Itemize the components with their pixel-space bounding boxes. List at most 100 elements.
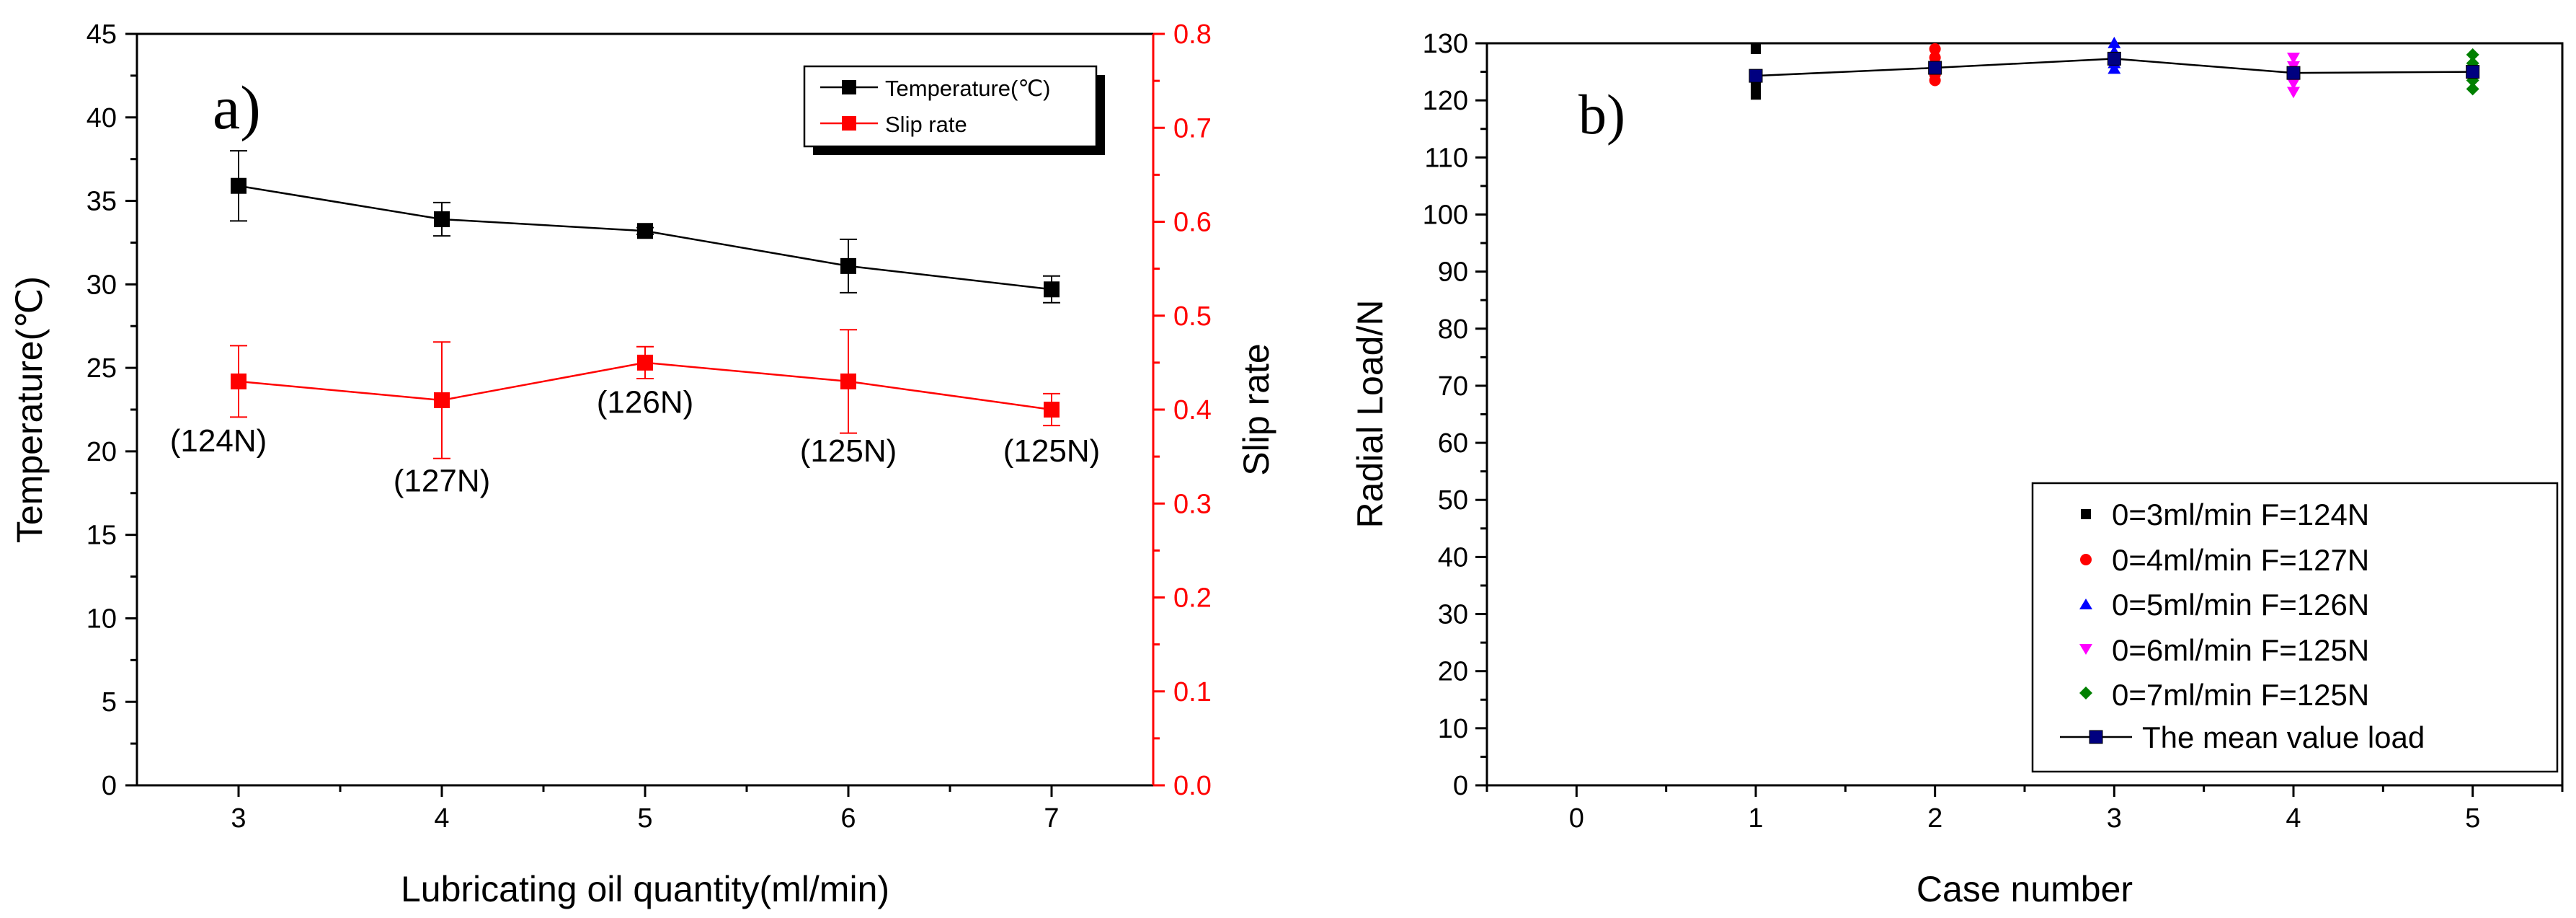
chart-b-y-tick-label: 60	[1438, 428, 1468, 459]
chart-b-legend-marker-case1	[2081, 509, 2091, 519]
chart-a-temp-point	[1044, 281, 1060, 298]
chart-a-y2-tick-label: 0.1	[1173, 677, 1212, 707]
chart-b-case4-point	[2287, 87, 2300, 99]
chart-b-case1-point	[1751, 43, 1761, 54]
chart-b-mean-point	[2286, 66, 2301, 80]
chart-b-x-tick-label: 4	[2286, 803, 2301, 834]
chart-b-legend-label-case2: 0=4ml/min F=127N	[2112, 543, 2369, 577]
chart-a-y2-tick-label: 0.6	[1173, 208, 1212, 238]
chart-a-y2-tick-label: 0.7	[1173, 113, 1212, 144]
chart-a-legend-box	[803, 65, 1098, 148]
chart-b-legend-marker-case2	[2080, 554, 2092, 565]
chart-b-y-tick-label: 130	[1423, 29, 1468, 59]
chart-b-y-tick-label: 10	[1438, 714, 1468, 744]
chart-b-y-tick-label: 50	[1438, 485, 1468, 516]
chart-b-legend-label-case3: 0=5ml/min F=126N	[2112, 588, 2369, 622]
chart-a-y-tick-label: 5	[102, 687, 117, 718]
chart-b-case5-point	[2466, 82, 2479, 96]
chart-a-legend-slip-marker	[842, 116, 856, 131]
chart-b-case4-point	[2287, 78, 2300, 90]
chart-b-legend: 0=3ml/min F=124N 0=4ml/min F=127N 0=5ml/…	[2031, 482, 2559, 773]
chart-b-x-tick-label: 5	[2465, 803, 2480, 834]
chart-a-temp-point	[840, 257, 856, 274]
chart-a-legend: Temperature(℃) Slip rate	[803, 65, 1105, 155]
chart-b-case2-point	[1929, 74, 1941, 87]
chart-a-y-tick-label: 0	[102, 771, 117, 801]
chart-a-legend-temp-marker	[842, 80, 856, 94]
chart-a-temp-point	[231, 177, 247, 194]
chart-b-case4-point	[2287, 53, 2300, 64]
chart-b-legend-box	[2031, 482, 2559, 773]
chart-a: 3 4 5 6 70510152025303540450.00.10.20.30.40.…	[9, 19, 1276, 909]
chart-a-legend-temp-label: Temperature(℃)	[885, 76, 1051, 101]
chart-b-y-tick-label: 30	[1438, 600, 1468, 630]
chart-a-panel-label: a)	[213, 73, 261, 142]
chart-b-x-tick-label: 2	[1927, 803, 1942, 834]
chart-b-mean-point	[2107, 51, 2121, 66]
chart-a-x-tick-label: 3	[231, 803, 246, 834]
chart-a-y-axis-label: Temperature(℃)	[9, 276, 50, 543]
chart-a-slip-point	[231, 373, 247, 389]
chart-a-load-annotation: (127N)	[394, 463, 491, 498]
chart-a-x-tick-label: 5	[637, 803, 652, 834]
chart-a-y-tick-label: 20	[86, 437, 117, 467]
chart-b-y-tick-label: 40	[1438, 542, 1468, 573]
chart-b-legend-marker-case3	[2079, 599, 2092, 609]
chart-a-load-annotation: (125N)	[1003, 433, 1101, 469]
chart-b-y-tick-label: 0	[1453, 771, 1468, 801]
chart-b-y-tick-label: 20	[1438, 657, 1468, 687]
chart-a-y-tick-label: 45	[86, 19, 117, 50]
chart-a-y2-tick-label: 0.8	[1173, 19, 1212, 50]
chart-b-legend-marker-case4	[2079, 644, 2092, 655]
chart-a-load-annotation: (124N)	[170, 423, 267, 459]
chart-a-y2-tick-label: 0.5	[1173, 301, 1212, 332]
chart-b-case2-point	[1929, 51, 1941, 63]
chart-b-x-tick-label: 0	[1569, 803, 1584, 834]
chart-a-legend-slip-label: Slip rate	[885, 112, 967, 137]
chart-b-case1-point	[1751, 89, 1761, 100]
chart-a-load-annotation: (126N)	[597, 385, 694, 420]
chart-b-x-tick-label: 1	[1748, 803, 1763, 834]
chart-b-panel-label: b)	[1578, 83, 1625, 146]
chart-b-x-tick-label: 3	[2107, 803, 2122, 834]
chart-a-x-axis-label: Lubricating oil quantity(ml/min)	[401, 869, 889, 909]
chart-a-y2-tick-label: 0.2	[1173, 583, 1212, 614]
chart-b-case2-point	[1929, 43, 1941, 55]
chart-b-case3-point	[2108, 62, 2121, 74]
chart-a-y-tick-label: 30	[86, 270, 117, 300]
chart-b-legend-mean-marker	[2089, 730, 2103, 744]
chart-b-mean-point	[1928, 61, 1942, 75]
chart-a-y2-tick-label: 0.4	[1173, 395, 1212, 425]
chart-a-y-tick-label: 10	[86, 604, 117, 634]
chart-b-legend-marker-case5	[2079, 687, 2092, 699]
chart-b-case3-point	[2108, 37, 2121, 48]
chart-a-temp-point	[637, 223, 653, 239]
chart-a-y2-axis-label: Slip rate	[1236, 343, 1276, 475]
chart-a-y2-tick-label: 0.0	[1173, 771, 1212, 801]
chart-b-y-tick-label: 80	[1438, 314, 1468, 345]
chart-b-y-tick-label: 110	[1424, 143, 1468, 173]
chart-a-x-tick-label: 6	[840, 803, 856, 834]
chart-b-y-tick-label: 90	[1438, 257, 1468, 288]
chart-a-slip-point	[840, 373, 856, 389]
chart-a-load-annotation: (125N)	[800, 433, 897, 469]
chart-b-mean-point	[2466, 65, 2480, 79]
chart-b-legend-label-case4: 0=6ml/min F=125N	[2112, 633, 2369, 667]
chart-b-case5-point	[2466, 48, 2479, 61]
chart-a-y-tick-label: 25	[86, 353, 117, 384]
chart-b-legend-label-case5: 0=7ml/min F=125N	[2112, 678, 2369, 712]
chart-a-slip-point	[434, 392, 450, 408]
chart-b-legend-label-case1: 0=3ml/min F=124N	[2112, 498, 2369, 531]
chart-b-y-tick-label: 70	[1438, 371, 1468, 402]
chart-b-legend-label-mean: The mean value load	[2142, 720, 2425, 754]
chart-a-y-tick-label: 15	[86, 521, 117, 551]
chart-b-y-axis-label: Radial Load/N	[1350, 300, 1390, 529]
chart-a-y-tick-label: 40	[86, 103, 117, 133]
chart-b-case1-point	[1751, 81, 1761, 92]
chart-a-x-tick-label: 4	[434, 803, 449, 834]
chart-a-y-tick-label: 35	[86, 187, 117, 217]
chart-a-slip-point	[637, 354, 653, 371]
chart-b-y-tick-label: 120	[1423, 86, 1468, 116]
